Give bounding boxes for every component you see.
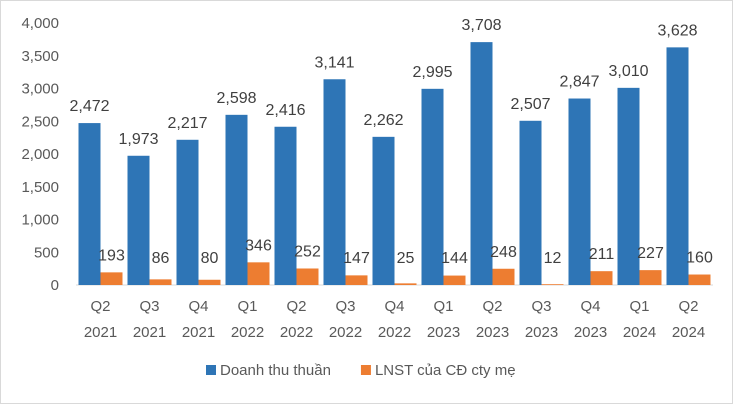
x-tick-label-quarter: Q4	[384, 298, 404, 315]
revenue-bar	[617, 87, 640, 285]
profit-bar	[247, 262, 270, 285]
revenue-bar	[421, 88, 444, 285]
x-tick-label-year: 2021	[84, 324, 117, 341]
x-tick-label-year: 2022	[329, 324, 362, 341]
legend-swatch-profit	[360, 365, 371, 375]
revenue-bar	[666, 47, 689, 286]
profit-data-label: 248	[490, 244, 517, 261]
x-tick-label-year: 2021	[182, 324, 215, 341]
revenue-bar	[225, 114, 248, 286]
x-tick-label-quarter: Q2	[286, 298, 306, 315]
y-tick-label: 2,500	[21, 113, 59, 130]
profit-bar	[443, 275, 466, 285]
x-tick-label-quarter: Q2	[678, 298, 698, 315]
y-tick-label: 500	[34, 244, 59, 261]
revenue-bar	[470, 42, 493, 285]
x-tick-label-quarter: Q3	[139, 298, 159, 315]
revenue-data-label: 2,598	[216, 90, 256, 107]
profit-data-label: 25	[397, 250, 415, 267]
x-tick-label-quarter: Q1	[237, 298, 257, 315]
revenue-data-label: 2,262	[363, 112, 403, 129]
profit-data-label: 86	[152, 250, 170, 267]
revenue-data-label: 2,847	[559, 74, 599, 91]
y-tick-label: 1,500	[21, 179, 59, 196]
profit-bar	[394, 283, 417, 285]
x-tick-label-quarter: Q1	[433, 298, 453, 315]
profit-bar	[296, 268, 319, 285]
profit-bar	[688, 274, 711, 285]
revenue-bar	[176, 139, 199, 285]
x-tick-label-quarter: Q4	[188, 298, 208, 315]
x-tick-label-quarter: Q3	[335, 298, 355, 315]
y-tick-label: 4,000	[21, 15, 59, 32]
y-tick-label: 3,500	[21, 48, 59, 65]
revenue-bar	[78, 123, 101, 285]
profit-bar	[492, 268, 515, 285]
x-tick-label-year: 2024	[623, 324, 656, 341]
x-tick-label-year: 2021	[133, 324, 166, 341]
x-tick-label-year: 2022	[231, 324, 264, 341]
revenue-bar	[323, 79, 346, 286]
profit-data-label: 193	[98, 247, 125, 264]
revenue-data-label: 2,472	[69, 98, 109, 115]
x-tick-label-quarter: Q1	[629, 298, 649, 315]
profit-data-label: 12	[544, 250, 562, 267]
revenue-data-label: 2,416	[265, 102, 305, 119]
profit-bar	[639, 270, 662, 285]
x-tick-label-year: 2023	[476, 324, 509, 341]
profit-data-label: 80	[201, 250, 219, 267]
x-tick-label-year: 2023	[427, 324, 460, 341]
revenue-data-label: 3,628	[657, 22, 697, 39]
profit-bar	[198, 279, 221, 285]
revenue-data-label: 2,995	[412, 64, 452, 81]
profit-data-label: 346	[245, 237, 272, 254]
x-tick-label-year: 2023	[574, 324, 607, 341]
profit-bar	[100, 272, 123, 285]
profit-data-label: 160	[686, 250, 713, 267]
revenue-bar	[127, 155, 150, 285]
profit-bar	[345, 275, 368, 285]
profit-bar	[149, 279, 172, 285]
profit-data-label: 144	[441, 250, 468, 267]
revenue-bar	[519, 120, 542, 285]
profit-data-label: 252	[294, 243, 321, 260]
revenue-data-label: 3,010	[608, 63, 648, 80]
profit-bar	[541, 284, 564, 285]
profit-data-label: 147	[343, 250, 370, 267]
revenue-data-label: 1,973	[118, 131, 158, 148]
revenue-bar	[274, 126, 297, 285]
x-tick-label-quarter: Q2	[482, 298, 502, 315]
legend-label-profit: LNST của CĐ cty mẹ	[375, 362, 516, 379]
y-tick-label: 3,000	[21, 81, 59, 98]
x-tick-label-year: 2024	[672, 324, 705, 341]
legend-label-revenue: Doanh thu thuần	[220, 362, 331, 379]
legend-swatch-revenue	[206, 365, 216, 375]
y-tick-label: 0	[51, 277, 59, 294]
y-tick-label: 2,000	[21, 146, 59, 163]
profit-data-label: 227	[637, 245, 664, 262]
revenue-data-label: 2,507	[510, 96, 550, 113]
x-tick-label-year: 2022	[378, 324, 411, 341]
profit-bar	[590, 271, 613, 285]
revenue-bar	[568, 98, 591, 285]
x-tick-label-year: 2023	[525, 324, 558, 341]
profit-data-label: 211	[589, 246, 615, 263]
revenue-data-label: 3,141	[314, 54, 354, 71]
revenue-data-label: 2,217	[167, 115, 207, 132]
revenue-bar	[372, 136, 395, 285]
x-tick-label-year: 2022	[280, 324, 313, 341]
y-tick-label: 1,000	[21, 212, 59, 229]
x-tick-label-quarter: Q3	[531, 298, 551, 315]
x-tick-label-quarter: Q2	[90, 298, 110, 315]
revenue-data-label: 3,708	[461, 17, 501, 34]
x-tick-label-quarter: Q4	[580, 298, 600, 315]
